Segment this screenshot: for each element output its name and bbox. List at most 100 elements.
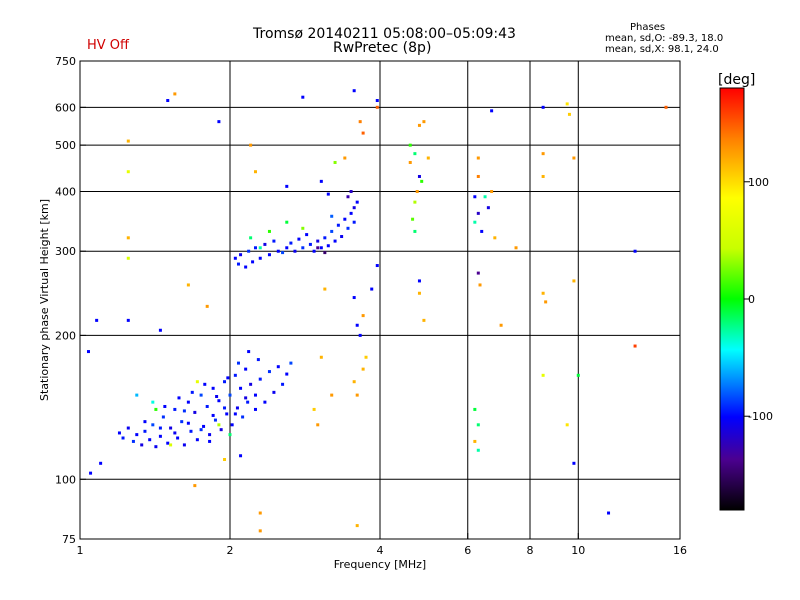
- y-tick-label: 200: [55, 329, 76, 342]
- data-point: [86, 350, 90, 354]
- data-point: [258, 256, 262, 260]
- data-point: [217, 120, 221, 124]
- x-tick-label: 10: [571, 544, 585, 557]
- y-tick-label: 750: [55, 55, 76, 68]
- data-point: [126, 139, 130, 143]
- data-point: [476, 174, 480, 178]
- data-point: [276, 365, 280, 369]
- data-point: [223, 380, 227, 384]
- data-point: [607, 511, 611, 515]
- data-point: [352, 206, 356, 210]
- data-point: [173, 92, 177, 96]
- x-tick-label: 6: [464, 544, 471, 557]
- data-point: [364, 355, 368, 359]
- data-point: [316, 239, 320, 243]
- y-axis-label: Stationary phase Virtual Height [km]: [38, 199, 51, 401]
- data-point: [293, 249, 297, 253]
- data-point: [176, 436, 180, 440]
- data-point: [312, 407, 316, 411]
- data-point: [319, 246, 323, 250]
- data-point: [126, 318, 130, 322]
- data-point: [333, 160, 337, 164]
- data-point: [544, 300, 548, 304]
- data-point: [233, 256, 237, 260]
- data-point: [572, 279, 576, 283]
- data-point: [490, 109, 494, 113]
- data-point: [473, 439, 477, 443]
- data-point: [476, 211, 480, 215]
- data-point: [490, 189, 494, 193]
- data-point: [361, 367, 365, 371]
- data-point: [199, 393, 203, 397]
- data-point: [267, 229, 271, 233]
- data-point: [361, 131, 365, 135]
- data-point: [182, 409, 186, 413]
- colorbar-gradient: [719, 87, 745, 511]
- data-point: [186, 400, 190, 404]
- data-point: [205, 304, 209, 308]
- data-point: [352, 89, 356, 93]
- data-point: [253, 393, 257, 397]
- data-point: [148, 438, 152, 442]
- data-point: [323, 287, 327, 291]
- data-point: [211, 386, 215, 390]
- data-point: [244, 367, 248, 371]
- data-point: [301, 246, 305, 250]
- data-point: [126, 170, 130, 174]
- data-point: [352, 296, 356, 300]
- phase-o-stats: mean, sd,O: -89.3, 18.0: [605, 33, 724, 44]
- data-point: [319, 355, 323, 359]
- data-point: [413, 200, 417, 204]
- data-point: [180, 420, 184, 424]
- data-point: [567, 112, 571, 116]
- data-point: [664, 105, 668, 109]
- data-point: [541, 152, 545, 156]
- data-point: [346, 226, 350, 230]
- data-point: [258, 246, 262, 250]
- data-point: [199, 428, 203, 432]
- data-point: [131, 439, 135, 443]
- data-point: [319, 179, 323, 183]
- data-point: [166, 99, 170, 103]
- data-point: [422, 318, 426, 322]
- data-point: [285, 184, 289, 188]
- data-point: [572, 461, 576, 465]
- data-point: [163, 404, 167, 408]
- data-point: [426, 156, 430, 160]
- data-point: [411, 217, 415, 221]
- data-point: [281, 382, 285, 386]
- data-point: [375, 105, 379, 109]
- data-point: [143, 420, 147, 424]
- data-point: [297, 237, 301, 241]
- data-point: [330, 393, 334, 397]
- data-point: [203, 382, 207, 386]
- data-point: [158, 434, 162, 438]
- data-point: [249, 143, 253, 147]
- data-point: [285, 220, 289, 224]
- data-point: [236, 262, 240, 266]
- data-point: [316, 246, 320, 250]
- data-point: [408, 143, 412, 147]
- data-point: [301, 95, 305, 99]
- data-point: [343, 156, 347, 160]
- data-point: [193, 410, 197, 414]
- data-point: [323, 236, 327, 240]
- data-point: [239, 253, 243, 257]
- data-point: [326, 192, 330, 196]
- data-point: [253, 407, 257, 411]
- x-tick-label: 8: [527, 544, 534, 557]
- data-point: [208, 433, 212, 437]
- y-axis: 75 100 200 300 400 500 600 750: [55, 55, 86, 546]
- data-point: [213, 418, 217, 422]
- data-point: [370, 287, 374, 291]
- data-point: [166, 441, 170, 445]
- data-point: [417, 279, 421, 283]
- data-point: [249, 236, 253, 240]
- data-point: [249, 382, 253, 386]
- data-point: [633, 249, 637, 253]
- data-point: [272, 390, 276, 394]
- data-point: [173, 431, 177, 435]
- data-point: [258, 377, 262, 381]
- data-point: [473, 195, 477, 199]
- data-point: [177, 396, 181, 400]
